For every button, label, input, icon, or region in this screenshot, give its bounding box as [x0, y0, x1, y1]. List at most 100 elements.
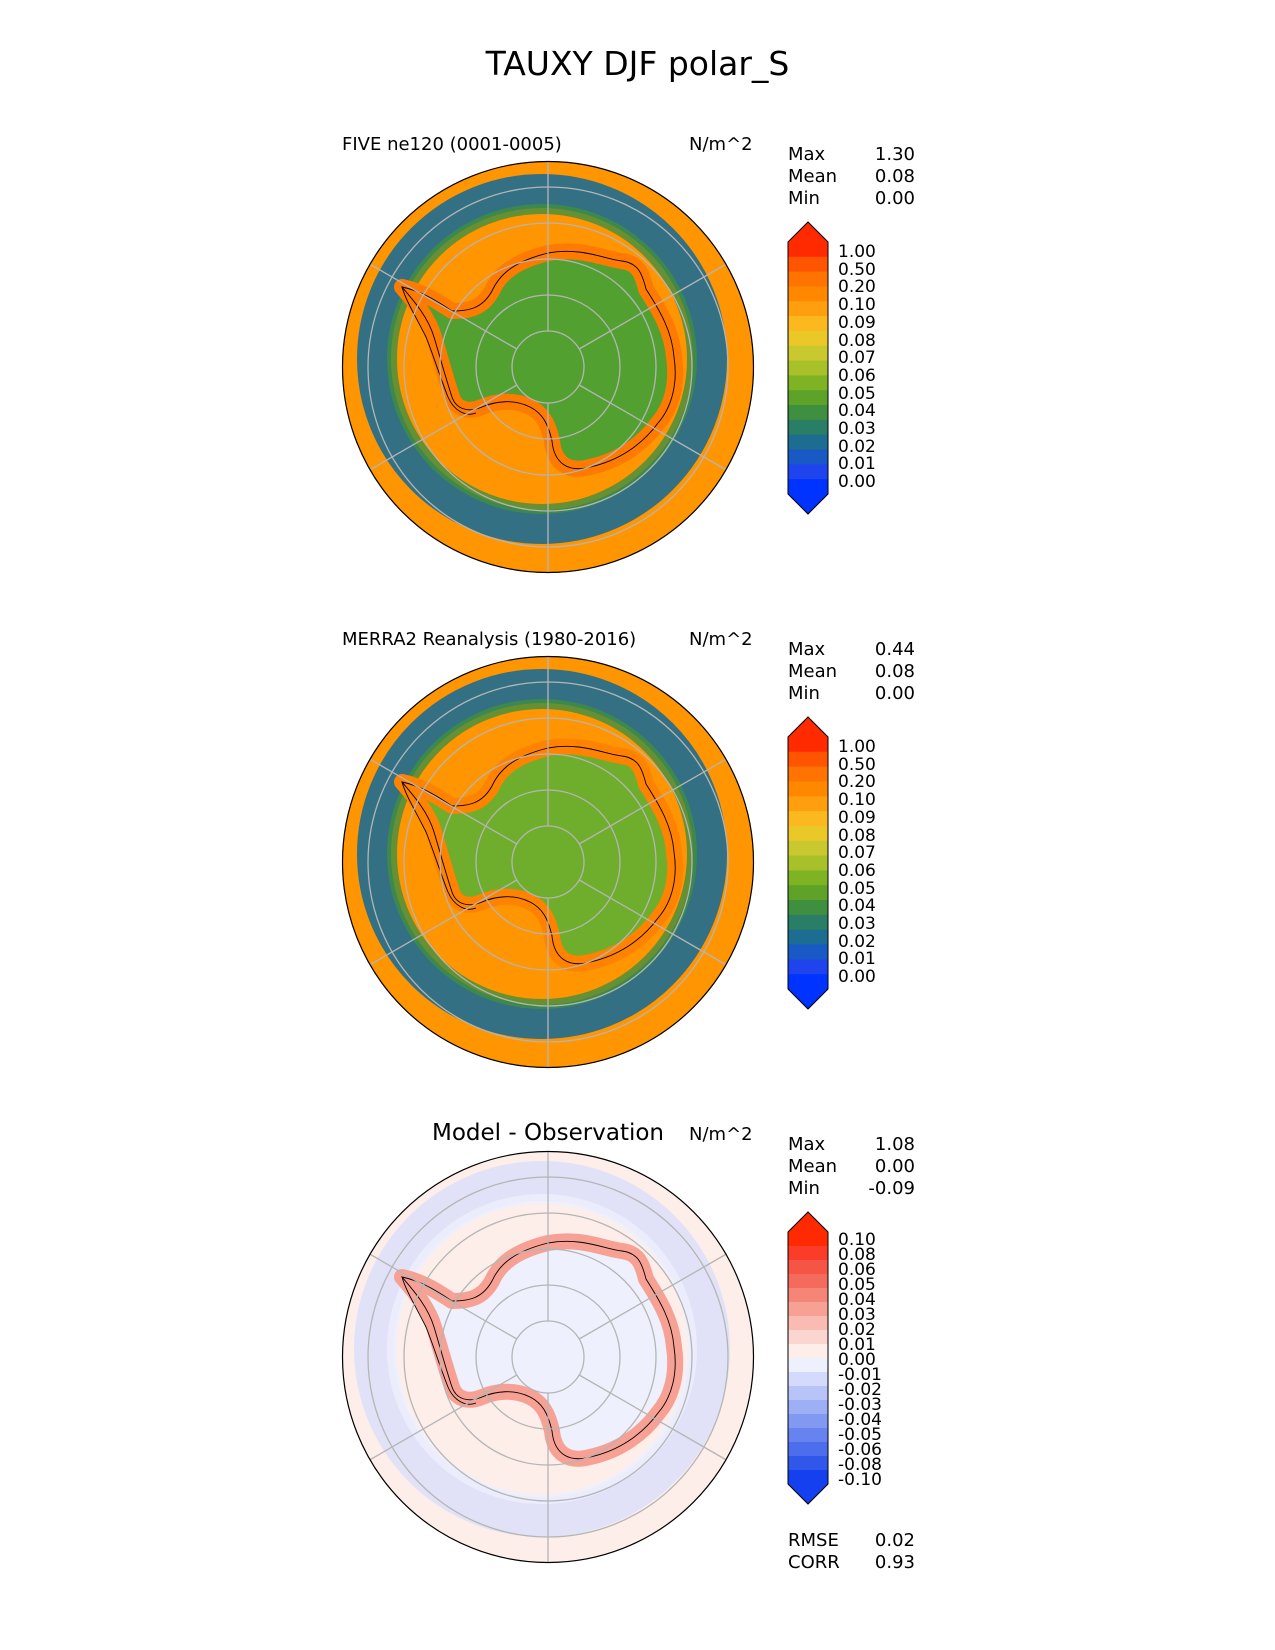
colorbar-tick: 0.02	[838, 436, 876, 457]
stat-mean-value: 0.08	[874, 661, 915, 682]
colorbar-tick: -0.02	[838, 1380, 882, 1400]
colorbar-outline	[787, 716, 829, 1010]
colorbar	[787, 221, 829, 515]
stat-mean-value: 0.00	[874, 1156, 915, 1177]
stat-max-label: Max	[788, 639, 826, 660]
colorbar-segment	[788, 796, 828, 812]
colorbar-tick: -0.03	[838, 1395, 882, 1415]
colorbar-segment	[788, 449, 828, 465]
colorbar-tick: 0.10	[838, 1230, 876, 1250]
map-field	[342, 1151, 754, 1563]
meridian-line	[369, 1374, 518, 1461]
coastline	[400, 745, 676, 965]
colorbar-segment	[788, 974, 828, 990]
colorbar-tick: -0.08	[838, 1455, 882, 1475]
colorbar-outline	[787, 221, 829, 515]
stat-max-label: Max	[788, 144, 826, 165]
colorbar-tick: -0.10	[838, 1470, 882, 1490]
colorbar-segment	[788, 434, 828, 451]
colorbar-extend-bottom	[788, 494, 828, 514]
colorbar-tick: 0.03	[838, 914, 876, 934]
map-boundary	[341, 655, 755, 1069]
meridian-line	[578, 384, 727, 471]
colorbar-tick: 0.06	[838, 860, 876, 881]
stat-min-value: 0.00	[874, 683, 915, 704]
colorbar-tick: 0.05	[838, 1275, 876, 1295]
panel-title: FIVE ne120 (0001-0005)	[342, 134, 562, 155]
colorbar-segment	[788, 1260, 828, 1275]
colorbar-extend-top	[788, 1212, 828, 1232]
colorbar-tick: 0.03	[838, 1305, 876, 1325]
colorbar-extend-top	[788, 222, 828, 242]
westerly-band	[354, 1161, 730, 1537]
stat-min-label: Min	[788, 188, 820, 209]
colorbar-segment	[788, 737, 828, 753]
panel-title: MERRA2 Reanalysis (1980-2016)	[342, 629, 637, 650]
stat-max-value: 1.08	[874, 1134, 915, 1155]
colorbar-tick: 0.01	[838, 949, 876, 970]
colorbar-extend-bottom	[788, 989, 828, 1009]
peninsula-coastline	[401, 1276, 477, 1405]
colorbar-segment	[788, 1470, 828, 1485]
colorbar-tick: 0.00	[838, 1350, 876, 1370]
meridian-line	[578, 263, 727, 350]
stat-mean-value: 0.08	[874, 166, 915, 187]
meridian-line	[578, 1253, 727, 1340]
colorbar-segment	[788, 1456, 828, 1471]
colorbar-segment	[788, 781, 828, 797]
colorbar-segment	[788, 959, 828, 975]
colorbar	[787, 716, 829, 1010]
units-label: N/m^2	[689, 134, 753, 155]
map-field	[342, 656, 754, 1068]
colorbar-tick: 1.00	[838, 242, 876, 262]
meridian-line	[578, 758, 727, 845]
colorbar-segment	[788, 1358, 828, 1373]
colorbar-tick: -0.06	[838, 1440, 882, 1460]
colorbar-tick: 0.00	[838, 967, 876, 988]
colorbar-segment	[788, 1372, 828, 1387]
meridian-line	[578, 879, 727, 966]
westerly-band	[357, 669, 727, 1039]
colorbar-tick: 0.02	[838, 931, 876, 952]
colorbar-tick: 0.06	[838, 1260, 876, 1280]
colorbar-tick: -0.01	[838, 1365, 882, 1385]
colorbar-extend-bottom	[788, 1484, 828, 1504]
polar-map	[341, 160, 755, 574]
colorbar-segment	[788, 1316, 828, 1331]
figure-title: TAUXY DJF polar_S	[485, 44, 790, 83]
colorbar-tick: 0.08	[838, 330, 876, 351]
metric-corr-label: CORR	[788, 1552, 840, 1573]
colorbar-segment	[788, 242, 828, 258]
colorbar-segment	[788, 360, 828, 377]
stat-min-value: -0.09	[868, 1178, 915, 1199]
meridian-line	[369, 1253, 518, 1340]
colorbar-segment	[788, 1442, 828, 1457]
colorbar-tick: 0.01	[838, 1335, 876, 1355]
meridian-line	[578, 1374, 727, 1461]
colorbar-outline	[787, 1211, 829, 1505]
colorbar-segment	[788, 1344, 828, 1359]
colorbar-tick: 0.04	[838, 896, 876, 917]
colorbar-tick: 0.04	[838, 401, 876, 422]
colorbar-tick: 0.00	[838, 472, 876, 493]
colorbar-segment	[788, 914, 828, 931]
colorbar-segment	[788, 301, 828, 317]
peninsula-coastline	[401, 781, 477, 910]
colorbar-segment	[788, 885, 828, 901]
colorbar-tick: 0.10	[838, 790, 876, 811]
stat-min-label: Min	[788, 683, 820, 704]
colorbar-segment	[788, 929, 828, 946]
coastline	[400, 250, 676, 470]
colorbar-segment	[788, 840, 828, 857]
colorbar-segment	[788, 1400, 828, 1415]
colorbar-tick: 0.20	[838, 772, 876, 793]
metric-rmse-value: 0.02	[874, 1530, 915, 1551]
polar-map	[341, 655, 755, 1069]
colorbar-segment	[788, 405, 828, 421]
stat-max-label: Max	[788, 1134, 826, 1155]
stat-min-value: 0.00	[874, 188, 915, 209]
stat-max-value: 1.30	[874, 144, 915, 165]
stat-mean-label: Mean	[788, 1156, 838, 1177]
map-boundary	[341, 1150, 755, 1564]
units-label: N/m^2	[689, 629, 753, 650]
